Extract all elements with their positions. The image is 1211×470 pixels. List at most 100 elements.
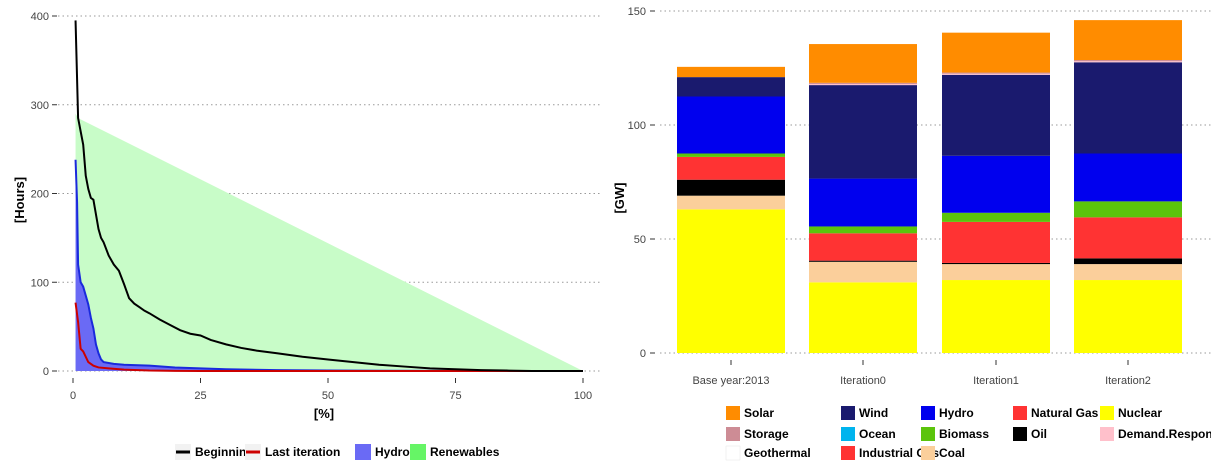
x-tick-label: Base year:2013 xyxy=(692,375,769,387)
legend-swatch xyxy=(726,427,740,441)
legend-swatch xyxy=(841,406,855,420)
bar-stack xyxy=(942,32,1050,353)
y-tick-label: 100 xyxy=(628,120,646,132)
legend-key-box xyxy=(355,444,371,460)
y-tick-label: 150 xyxy=(628,6,646,18)
legend-label: Nuclear xyxy=(1118,406,1162,420)
capacity-bar-chart: 0 50 100 150 Base year:2013 Iteration0 Iterati… xyxy=(600,0,1211,465)
bar-segment xyxy=(1074,264,1182,281)
bar-stack xyxy=(1074,20,1182,353)
legend-swatch xyxy=(841,446,855,460)
legend-label: Renewables xyxy=(430,445,500,459)
bar-segment xyxy=(677,96,785,154)
legend-label: Oil xyxy=(1031,427,1047,441)
bar-segment xyxy=(1074,280,1182,353)
bar-segment xyxy=(1074,153,1182,202)
hours-duration-chart: 0 100 200 300 400 0 25 50 75 100 [%] [Hours] Begi… xyxy=(0,0,600,465)
bar-segment xyxy=(809,233,917,261)
bar-segment xyxy=(942,32,1050,73)
legend-label: Biomass xyxy=(939,427,989,441)
x-tick-label: Iteration0 xyxy=(840,375,886,387)
bar-segment xyxy=(942,73,1050,75)
x-axis-title: [%] xyxy=(314,406,334,421)
y-tick-label: 50 xyxy=(634,234,646,246)
y-tick-label: 200 xyxy=(31,189,49,201)
bar-stack xyxy=(677,66,785,353)
legend-label: Geothermal xyxy=(744,446,811,460)
x-tick-label: Iteration2 xyxy=(1105,375,1151,387)
legend-label: Hydro xyxy=(939,406,974,420)
bar-segment xyxy=(677,77,785,97)
bar-segment xyxy=(942,212,1050,222)
bar-segment xyxy=(677,209,785,353)
bar-segment xyxy=(809,83,917,86)
x-tick-label: 50 xyxy=(322,390,334,402)
bar-segment xyxy=(942,221,1050,263)
bar-segment xyxy=(1074,62,1182,154)
last-iteration-line xyxy=(74,302,583,372)
bar-segment xyxy=(809,85,917,179)
y-axis-title-gw: [GW] xyxy=(612,182,627,213)
x-tick-label: 100 xyxy=(574,390,592,402)
bar-segment xyxy=(942,155,1050,213)
bar-segment xyxy=(1074,217,1182,259)
legend-label: Coal xyxy=(939,446,965,460)
legend-swatch xyxy=(726,406,740,420)
legend-swatch xyxy=(725,445,741,461)
legend-label: Natural Gas xyxy=(1031,406,1099,420)
legend-key-box xyxy=(410,444,426,460)
y-tick-label: 100 xyxy=(31,277,49,289)
legend-label: Storage xyxy=(744,427,789,441)
bar-segment xyxy=(1074,258,1182,265)
bar-segment xyxy=(942,72,1050,74)
bar-segment xyxy=(677,195,785,210)
legend-label: Last iteration xyxy=(265,445,340,459)
bar-segment xyxy=(1074,20,1182,61)
bar-segment xyxy=(809,261,917,283)
capacity-bar-chart-svg: 0 50 100 150 Base year:2013 Iteration0 Iterati… xyxy=(612,6,1211,461)
legend-swatch xyxy=(921,406,935,420)
y-tick-label: 400 xyxy=(31,11,49,23)
legend-label: Solar xyxy=(744,406,774,420)
x-tick-label: Iteration1 xyxy=(973,375,1019,387)
legend-swatch xyxy=(1100,406,1114,420)
x-tick-label: 25 xyxy=(194,390,206,402)
bar-segment xyxy=(1074,201,1182,218)
legend-label: Demand.Response xyxy=(1118,427,1211,441)
bar-segment xyxy=(677,156,785,180)
legend-label: Industrial Gas xyxy=(859,446,939,460)
bar-stack xyxy=(809,44,917,353)
legend-swatch xyxy=(841,427,855,441)
x-tick-label: 75 xyxy=(449,390,461,402)
bar-segment xyxy=(942,280,1050,353)
legend-swatch xyxy=(921,446,935,460)
legend-label: Beginning xyxy=(195,445,254,459)
y-tick-label: 300 xyxy=(31,100,49,112)
bar-segment xyxy=(809,44,917,83)
y-tick-label: 0 xyxy=(43,366,49,378)
renewables-area xyxy=(75,113,584,371)
legend-label: Hydro xyxy=(375,445,410,459)
bar-segment xyxy=(677,153,785,157)
y-tick-label: 0 xyxy=(640,348,646,360)
legend-swatch xyxy=(1013,427,1027,441)
bar-segment xyxy=(809,260,917,262)
y-axis-title: [Hours] xyxy=(12,177,27,223)
legend-label: Ocean xyxy=(859,427,896,441)
bar-segment xyxy=(1074,61,1182,63)
legend-label: Wind xyxy=(859,406,888,420)
bar-segment xyxy=(809,282,917,353)
bar-segment xyxy=(1074,60,1182,62)
bar-segment xyxy=(809,226,917,234)
legend-swatch xyxy=(921,427,935,441)
beginning-line xyxy=(74,20,583,372)
legend-swatch xyxy=(1013,406,1027,420)
bar-segment xyxy=(942,262,1050,265)
bar-segment xyxy=(809,82,917,84)
legend-swatch xyxy=(1100,427,1114,441)
x-tick-label: 0 xyxy=(70,390,76,402)
bar-segment xyxy=(677,179,785,196)
bar-segment xyxy=(942,74,1050,156)
bar-segment xyxy=(677,66,785,78)
hours-duration-chart-svg: 0 100 200 300 400 0 25 50 75 100 [%] [Hours] Begi… xyxy=(12,11,600,460)
